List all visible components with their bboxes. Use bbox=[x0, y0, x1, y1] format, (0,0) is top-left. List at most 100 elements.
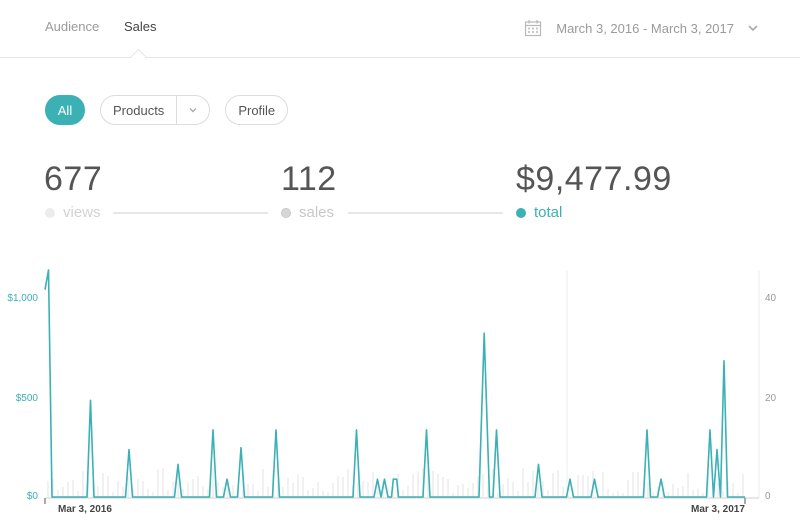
views-bar bbox=[372, 472, 374, 497]
views-bar bbox=[137, 479, 139, 497]
filter-bar: All Products Profile bbox=[45, 95, 289, 125]
y-tick-label: $0 bbox=[26, 491, 38, 502]
sales-stat: 112 bbox=[281, 160, 337, 199]
total-label: total bbox=[534, 204, 563, 221]
views-bar bbox=[357, 482, 359, 497]
date-range-text: March 3, 2016 - March 3, 2017 bbox=[556, 20, 734, 36]
views-bar bbox=[502, 484, 504, 497]
views-bar bbox=[672, 484, 674, 497]
views-bar bbox=[652, 492, 654, 497]
views-bar bbox=[152, 492, 154, 497]
views-bar bbox=[667, 492, 669, 497]
views-bar bbox=[262, 469, 264, 497]
products-dropdown-toggle[interactable] bbox=[177, 96, 209, 124]
views-bar bbox=[657, 486, 659, 497]
y2-tick-label: 40 bbox=[765, 293, 777, 304]
y2-tick-label: 20 bbox=[765, 393, 777, 404]
views-bar bbox=[362, 481, 364, 497]
total-series-line bbox=[44, 269, 745, 498]
views-bar bbox=[422, 468, 424, 497]
top-navigation: Audience Sales March 3, 2016 - March 3, … bbox=[0, 0, 800, 58]
sales-legend[interactable]: sales bbox=[281, 204, 504, 221]
views-bar bbox=[182, 489, 184, 497]
y-tick-label: $500 bbox=[15, 393, 38, 404]
views-bar bbox=[742, 474, 744, 497]
views-label: views bbox=[63, 204, 101, 221]
views-bar bbox=[642, 490, 644, 497]
views-bar bbox=[367, 482, 369, 497]
tab-sales[interactable]: Sales bbox=[124, 19, 157, 34]
filter-profile-button[interactable]: Profile bbox=[225, 95, 289, 125]
views-bar bbox=[107, 476, 109, 497]
products-dropdown[interactable]: Products bbox=[100, 95, 211, 125]
views-bar bbox=[597, 488, 599, 497]
views-bar bbox=[227, 479, 229, 497]
views-bar bbox=[52, 479, 54, 497]
views-bar bbox=[612, 493, 614, 497]
views-bar bbox=[337, 476, 339, 497]
views-bar bbox=[412, 474, 414, 497]
views-bar bbox=[522, 468, 524, 497]
views-bar bbox=[562, 487, 564, 497]
views-bar bbox=[142, 481, 144, 497]
views-bar bbox=[302, 477, 304, 497]
views-bar bbox=[487, 487, 489, 497]
views-bar bbox=[572, 489, 574, 497]
views-legend[interactable]: views bbox=[45, 204, 268, 221]
views-bar bbox=[147, 489, 149, 497]
views-bar bbox=[717, 483, 719, 497]
views-bar bbox=[187, 483, 189, 497]
views-bar bbox=[512, 482, 514, 497]
views-bar bbox=[237, 490, 239, 497]
views-bar bbox=[222, 487, 224, 497]
views-bar bbox=[332, 483, 334, 497]
views-stat: 677 bbox=[44, 160, 102, 199]
views-bar bbox=[407, 486, 409, 497]
views-bar bbox=[162, 468, 164, 497]
tab-audience[interactable]: Audience bbox=[45, 19, 100, 34]
views-bar bbox=[467, 488, 469, 497]
views-bar bbox=[77, 491, 79, 497]
sales-value: 112 bbox=[281, 160, 337, 198]
views-bar bbox=[547, 490, 549, 497]
views-bar bbox=[557, 470, 559, 497]
views-bar bbox=[382, 482, 384, 497]
views-bar bbox=[662, 481, 664, 497]
views-bar bbox=[392, 487, 394, 497]
views-bar bbox=[62, 487, 64, 497]
views-bar bbox=[432, 471, 434, 497]
views-bar bbox=[447, 479, 449, 497]
views-bar bbox=[442, 477, 444, 497]
views-bar bbox=[377, 482, 379, 497]
total-dot-icon bbox=[516, 207, 526, 218]
views-bar bbox=[202, 486, 204, 497]
views-bar bbox=[317, 482, 319, 497]
views-bar bbox=[177, 469, 179, 497]
views-bar bbox=[587, 476, 589, 497]
views-bar bbox=[552, 473, 554, 497]
views-bar bbox=[122, 487, 124, 497]
views-bar bbox=[477, 476, 479, 497]
views-bar bbox=[47, 481, 49, 497]
views-bar bbox=[437, 474, 439, 497]
legend-line bbox=[112, 211, 268, 214]
sales-label: sales bbox=[299, 204, 335, 221]
chevron-down-icon bbox=[189, 108, 197, 113]
views-bar bbox=[627, 480, 629, 497]
views-bar bbox=[297, 474, 299, 497]
views-bar bbox=[462, 484, 464, 497]
views-bar bbox=[72, 480, 74, 497]
views-bar bbox=[397, 474, 399, 497]
filter-all-button[interactable]: All bbox=[45, 95, 85, 125]
views-bar bbox=[427, 469, 429, 497]
views-bar bbox=[267, 487, 269, 497]
views-bar bbox=[472, 483, 474, 497]
views-bar bbox=[687, 473, 689, 497]
views-bar bbox=[697, 489, 699, 497]
chevron-down-icon bbox=[748, 25, 758, 32]
views-bar bbox=[212, 468, 214, 497]
views-bar bbox=[257, 491, 259, 497]
views-bar bbox=[242, 473, 244, 497]
date-range-picker[interactable]: March 3, 2016 - March 3, 2017 bbox=[524, 17, 760, 39]
total-legend[interactable]: total bbox=[516, 204, 562, 221]
